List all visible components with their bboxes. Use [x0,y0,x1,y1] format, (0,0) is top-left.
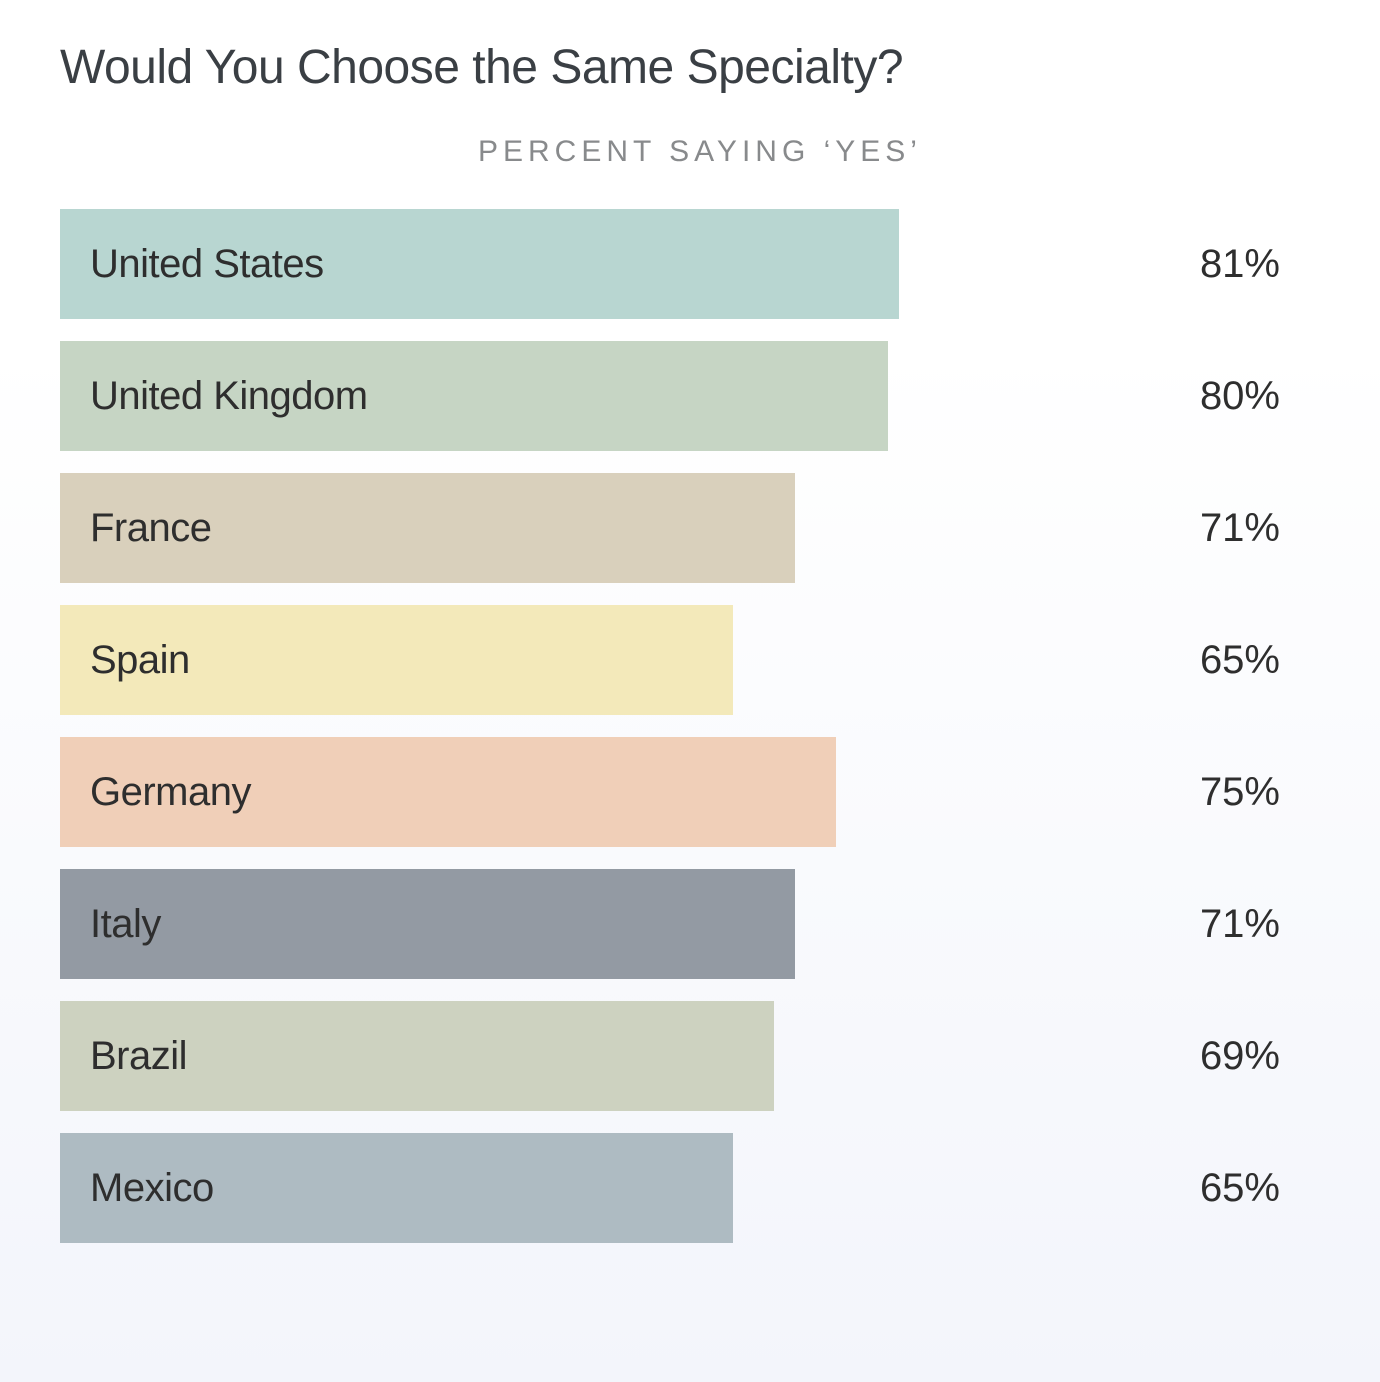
bar-track: United States [60,209,940,319]
bar-value: 81% [940,242,1340,287]
bar-row: United Kingdom 80% [60,341,1340,451]
bar-track: United Kingdom [60,341,940,451]
bar-row: Germany 75% [60,737,1340,847]
bar: Spain [60,605,733,715]
bar-track: Germany [60,737,940,847]
bar-value: 80% [940,374,1340,419]
bar-label: United States [90,242,324,287]
bar: Germany [60,737,836,847]
bar-label: Spain [90,638,190,683]
bar-label: France [90,506,212,551]
bar-value: 75% [940,770,1340,815]
bar-value: 69% [940,1034,1340,1079]
bar-label: Italy [90,902,161,947]
bar-row: United States 81% [60,209,1340,319]
bar-track: Spain [60,605,940,715]
bar-row: Mexico 65% [60,1133,1340,1243]
bar: Italy [60,869,795,979]
bar-label: United Kingdom [90,374,368,419]
bar-chart: United States 81% United Kingdom 80% France 7… [60,209,1340,1243]
bar-label: Brazil [90,1034,187,1079]
bar: United Kingdom [60,341,888,451]
bar-value: 65% [940,638,1340,683]
bar-track: Italy [60,869,940,979]
bar: Mexico [60,1133,733,1243]
bar-track: France [60,473,940,583]
bar-label: Mexico [90,1166,214,1211]
bar-row: France 71% [60,473,1340,583]
bar-row: Spain 65% [60,605,1340,715]
bar-value: 71% [940,902,1340,947]
bar-value: 71% [940,506,1340,551]
bar-track: Brazil [60,1001,940,1111]
bar: Brazil [60,1001,774,1111]
bar-value: 65% [940,1166,1340,1211]
chart-subtitle: PERCENT SAYING ‘YES’ [60,135,1340,169]
bar-label: Germany [90,770,251,815]
bar-track: Mexico [60,1133,940,1243]
bar: France [60,473,795,583]
bar-row: Italy 71% [60,869,1340,979]
chart-title: Would You Choose the Same Specialty? [60,40,1340,95]
bar: United States [60,209,899,319]
bar-row: Brazil 69% [60,1001,1340,1111]
